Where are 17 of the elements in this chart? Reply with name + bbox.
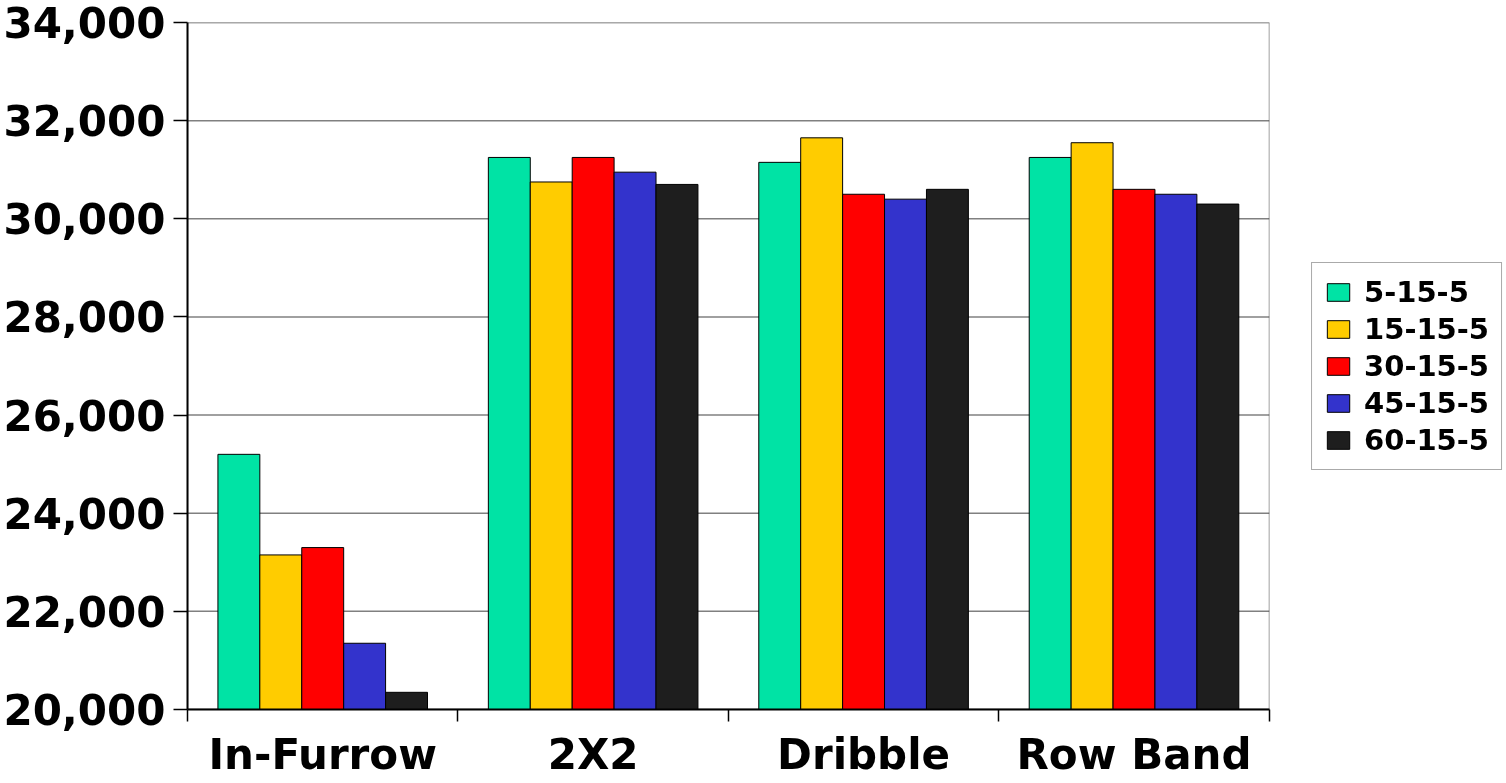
- y-tick-label: 26,000: [3, 391, 166, 441]
- y-tick-label: 20,000: [3, 686, 166, 735]
- y-tick-label: 22,000: [3, 587, 166, 637]
- x-tick-label: 2X2: [547, 729, 639, 779]
- x-tick-label: In-Furrow: [208, 729, 437, 779]
- y-tick-label: 34,000: [3, 0, 166, 48]
- y-tick-label: 24,000: [3, 489, 166, 539]
- x-tick-label: Dribble: [777, 729, 951, 779]
- legend-label: 15-15-5: [1364, 311, 1489, 346]
- y-tick-label: 30,000: [3, 195, 166, 245]
- x-tick-label: Row Band: [1016, 729, 1252, 779]
- y-tick-label: 32,000: [3, 97, 166, 147]
- legend-label: 60-15-5: [1364, 422, 1489, 457]
- y-tick-label: 28,000: [3, 293, 166, 343]
- legend-label: 30-15-5: [1364, 348, 1489, 383]
- legend-label: 5-15-5: [1364, 274, 1469, 309]
- legend-label: 45-15-5: [1364, 385, 1489, 420]
